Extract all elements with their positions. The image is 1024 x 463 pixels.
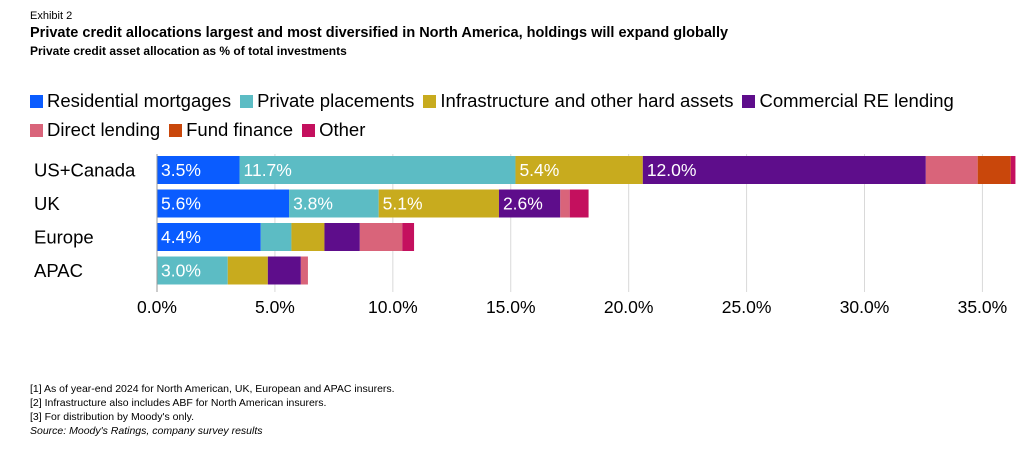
bar-segment: [378, 189, 499, 218]
legend-swatch: [169, 124, 183, 137]
legend-item-3: Commercial RE lending: [742, 86, 954, 115]
data-label: 3.8%: [293, 194, 333, 214]
bar-segment: [300, 256, 308, 285]
x-tick-label: 10.0%: [368, 297, 418, 317]
legend-swatch: [742, 95, 756, 108]
legend-item-2: Infrastructure and other hard assets: [423, 86, 733, 115]
x-tick-label: 35.0%: [958, 297, 1008, 317]
data-label: 11.7%: [244, 160, 292, 180]
bar-segment: [1010, 156, 1016, 184]
source-note: Source: Moody's Ratings, company survey …: [30, 425, 263, 437]
legend-label: Commercial RE lending: [759, 90, 954, 111]
legend-swatch: [302, 124, 316, 137]
data-label: 5.4%: [519, 160, 559, 180]
data-label: 12.0%: [647, 160, 697, 180]
legend-label: Fund finance: [186, 119, 294, 140]
data-label: 3.5%: [161, 160, 201, 180]
bar-segment: [925, 156, 978, 184]
bar-segment: [267, 256, 301, 285]
legend-label: Direct lending: [47, 119, 161, 140]
bar-segment: [560, 189, 570, 218]
x-tick-label: 15.0%: [486, 297, 536, 317]
x-tick-label: 25.0%: [722, 297, 772, 317]
exhibit-label: Exhibit 2: [30, 10, 73, 22]
legend-label: Residential mortgages: [47, 90, 232, 111]
legend-item-1: Private placements: [240, 86, 414, 115]
bar-segment: [260, 223, 292, 251]
bar-segment: [359, 223, 403, 251]
category-label: UK: [34, 193, 60, 214]
footnotes: [1] As of year-end 2024 for North Americ…: [30, 382, 395, 438]
legend-swatch: [30, 124, 43, 137]
bar-segment: [642, 156, 926, 184]
bar-segment: [157, 256, 228, 285]
bar-segment: [239, 156, 516, 184]
bar-segment: [324, 223, 360, 251]
x-tick-label: 0.0%: [137, 297, 177, 317]
legend-swatch: [30, 95, 43, 108]
data-label: 5.1%: [383, 194, 423, 214]
bar-segment: [157, 156, 240, 184]
legend-item-6: Other: [302, 115, 365, 144]
x-tick-label: 20.0%: [604, 297, 654, 317]
bar-segment: [402, 223, 415, 251]
x-tick-label: 30.0%: [840, 297, 890, 317]
chart-legend: Residential mortgages Private placements I…: [30, 86, 1010, 144]
data-label: 5.6%: [161, 194, 201, 214]
data-label: 3.0%: [161, 261, 201, 281]
bar-segment: [498, 189, 561, 218]
legend-swatch: [423, 95, 437, 108]
x-tick-label: 5.0%: [255, 297, 295, 317]
footnote-3: [3] For distribution by Moody's only.: [30, 411, 195, 423]
legend-label: Infrastructure and other hard assets: [440, 90, 734, 111]
data-label: 4.4%: [161, 227, 201, 247]
bar-segment: [977, 156, 1011, 184]
bar-segment: [157, 223, 261, 251]
legend-item-0: Residential mortgages: [30, 86, 231, 115]
legend-item-4: Direct lending: [30, 115, 160, 144]
legend-item-5: Fund finance: [169, 115, 293, 144]
category-label: APAC: [34, 260, 83, 281]
legend-swatch: [240, 95, 254, 108]
bar-segment: [515, 156, 643, 184]
category-label: Europe: [34, 227, 94, 248]
chart-subtitle: Private credit asset allocation as % of …: [30, 44, 347, 58]
chart-title: Private credit allocations largest and m…: [30, 25, 729, 41]
category-label: US+Canada: [34, 160, 136, 181]
bar-segment: [157, 189, 290, 218]
legend-label: Other: [319, 119, 366, 140]
footnote-2: [2] Infrastructure also includes ABF for…: [30, 397, 327, 409]
legend-label: Private placements: [257, 90, 415, 111]
bar-segment: [569, 189, 589, 218]
bar-segment: [289, 189, 379, 218]
bar-segment: [227, 256, 268, 285]
footnote-1: [1] As of year-end 2024 for North Americ…: [30, 383, 395, 395]
bar-segment: [291, 223, 325, 251]
data-label: 2.6%: [503, 194, 543, 214]
